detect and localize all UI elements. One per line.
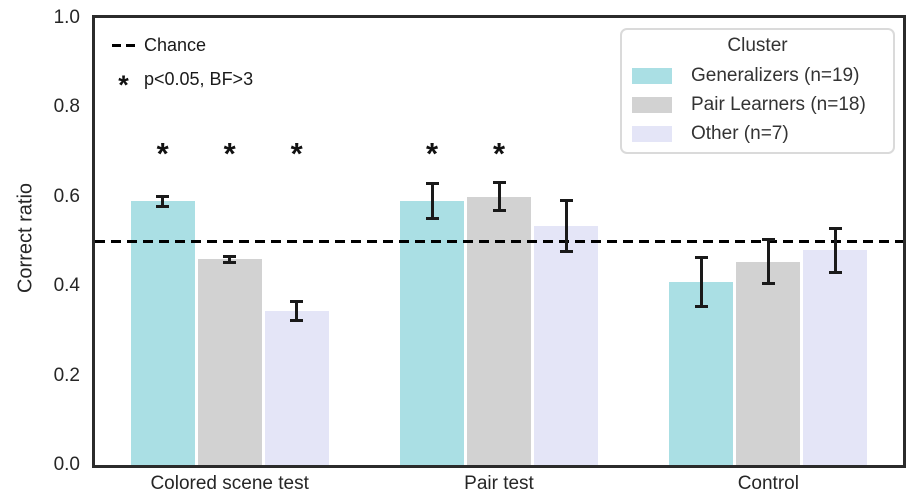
- y-tick-label: 0.4: [53, 275, 80, 297]
- legend-label-pair-learners: Pair Learners (n=18): [691, 93, 866, 115]
- x-tick-label: Colored scene test: [150, 473, 309, 494]
- plot-area: Chance * p<0.05, BF>3 Cluster Generalize…: [92, 15, 906, 468]
- legend-item-generalizers: Generalizers (n=19): [622, 61, 893, 90]
- legend-item-pair-learners: Pair Learners (n=18): [622, 90, 893, 119]
- annotation-chance: Chance: [112, 34, 206, 56]
- error-bar: [223, 254, 237, 264]
- significance-asterisk: *: [290, 136, 303, 171]
- legend-swatch-other: [632, 125, 672, 142]
- y-tick-label: 0.6: [53, 185, 80, 207]
- legend-label-generalizers: Generalizers (n=19): [691, 64, 860, 86]
- bar: [264, 310, 329, 465]
- legend-title: Cluster: [727, 35, 788, 56]
- bar: [130, 201, 195, 465]
- chance-reference-line: [95, 240, 903, 243]
- bar: [400, 201, 464, 465]
- bar: [197, 259, 262, 465]
- bar: [669, 281, 734, 465]
- error-bar: [828, 227, 842, 274]
- y-tick-label: 0.8: [53, 96, 80, 118]
- error-bar: [156, 194, 170, 208]
- bar: [534, 225, 598, 465]
- error-bar: [290, 299, 304, 322]
- legend-item-other: Other (n=7): [622, 119, 893, 148]
- bar: [803, 250, 868, 465]
- dashed-line-icon: [112, 43, 135, 47]
- x-tick-label: Pair test: [464, 473, 534, 494]
- y-tick-label: 0.0: [53, 454, 80, 475]
- x-tick-label: Control: [737, 473, 799, 494]
- y-tick-label: 1.0: [53, 7, 80, 28]
- asterisk-icon: *: [118, 70, 129, 100]
- legend-swatch-pair-learners: [632, 96, 672, 113]
- bar: [467, 196, 531, 465]
- legend-label-other: Other (n=7): [691, 122, 789, 144]
- significance-asterisk: *: [425, 136, 439, 171]
- legend: Cluster Generalizers (n=19) Pair Learner…: [620, 28, 895, 154]
- annotation-significance-label: p<0.05, BF>3: [144, 68, 254, 89]
- y-tick-label: 0.2: [53, 364, 80, 386]
- annotation-significance: * p<0.05, BF>3: [112, 68, 254, 99]
- error-bar: [761, 238, 775, 285]
- legend-swatch-generalizers: [632, 67, 672, 84]
- error-bar: [694, 255, 708, 308]
- error-bar: [425, 182, 439, 221]
- annotation-chance-label: Chance: [144, 34, 207, 55]
- significance-asterisk: *: [156, 136, 169, 171]
- significance-asterisk: *: [223, 136, 236, 171]
- bar: [736, 261, 801, 465]
- error-bar: [559, 198, 573, 253]
- error-bar: [492, 181, 506, 213]
- significance-asterisk: *: [492, 136, 506, 171]
